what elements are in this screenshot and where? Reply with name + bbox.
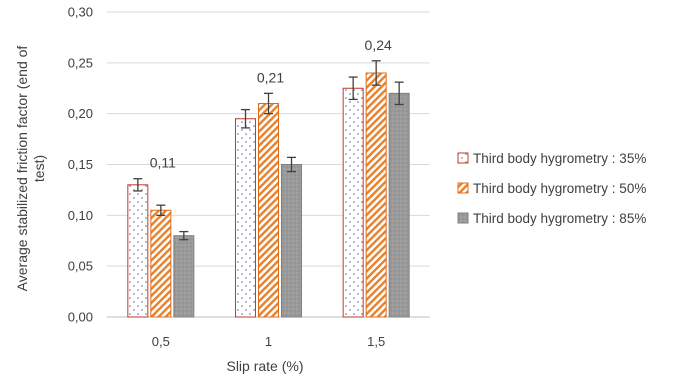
bar: [173, 235, 195, 318]
bar: [258, 103, 279, 318]
y-tick-label: 0,30: [68, 5, 93, 20]
y-axis-ticks: 0,00 0,05 0,10 0,15 0,20 0,25 0,30: [68, 5, 93, 325]
bar: [365, 72, 387, 318]
legend: Third body hygrometry : 35% Third body hy…: [457, 151, 646, 226]
bar: [281, 164, 302, 318]
y-tick-label: 0,15: [68, 157, 93, 172]
bars: [127, 72, 410, 318]
legend-swatch: [457, 152, 469, 164]
x-tick-label: 1: [265, 334, 272, 349]
x-tick-label: 1,5: [367, 334, 385, 349]
bar: [127, 184, 149, 318]
bar: [235, 118, 256, 318]
bar: [342, 87, 364, 318]
x-axis-ticks: 0,5 1 1,5: [152, 334, 385, 349]
bar: [150, 209, 172, 318]
legend-label: Third body hygrometry : 85%: [473, 211, 646, 226]
y-tick-label: 0,10: [68, 208, 93, 223]
legend-label: Third body hygrometry : 50%: [473, 181, 646, 196]
data-label: 0,24: [365, 37, 392, 53]
y-tick-label: 0,00: [68, 310, 93, 325]
error-bars: [133, 60, 404, 241]
bar: [388, 92, 410, 318]
data-label: 0,11: [150, 155, 176, 171]
y-tick-label: 0,25: [68, 55, 93, 70]
y-axis-title: Average stabilized friction factor (end …: [14, 46, 47, 292]
x-tick-label: 0,5: [152, 334, 170, 349]
legend-swatch: [457, 182, 469, 194]
data-labels: 0,11 0,21 0,24: [150, 37, 392, 171]
legend-swatch: [457, 212, 469, 224]
y-tick-label: 0,05: [68, 259, 93, 274]
x-axis-title: Slip rate (%): [226, 358, 303, 374]
y-tick-label: 0,20: [68, 106, 93, 121]
legend-label: Third body hygrometry : 35%: [473, 151, 646, 166]
data-label: 0,21: [257, 69, 284, 85]
